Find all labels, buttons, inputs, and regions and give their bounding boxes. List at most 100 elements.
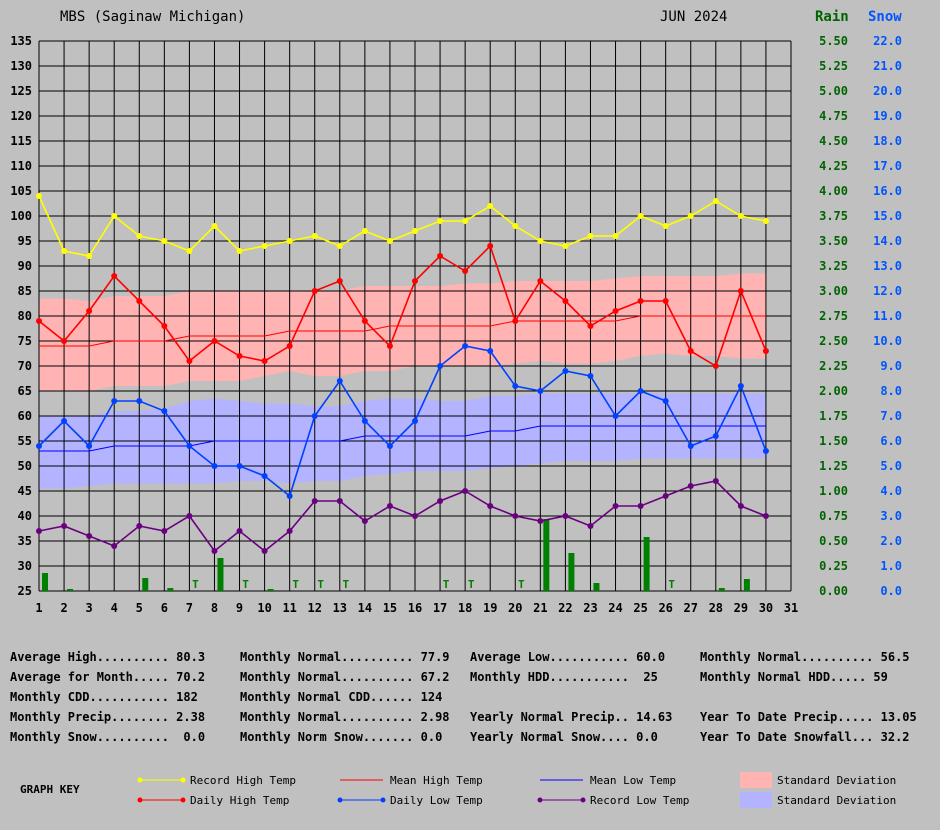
rain-tick-label: 4.25 xyxy=(819,159,848,173)
stat-cell: Monthly Normal.......... 67.2 xyxy=(240,670,450,684)
precip-bar xyxy=(217,558,224,591)
rain-tick-label: 4.00 xyxy=(819,184,848,198)
y-tick-label: 85 xyxy=(18,284,32,298)
snow-tick-label: 12.0 xyxy=(873,284,902,298)
series-point-record_low xyxy=(186,513,193,519)
series-point-record_low xyxy=(236,528,243,534)
series-point-record_low xyxy=(462,488,469,494)
rain-tick-label: 3.75 xyxy=(819,209,848,223)
stat-cell: Monthly Norm Snow....... 0.0 xyxy=(240,730,443,744)
trace-mark: T xyxy=(468,578,475,591)
series-point-record_high xyxy=(136,233,143,239)
series-point-record_high xyxy=(437,218,444,224)
series-point-record_low xyxy=(361,518,368,524)
series-point-record_high xyxy=(36,193,42,199)
series-point-record_high xyxy=(412,228,418,234)
series-point-daily_low xyxy=(111,398,118,404)
series-point-daily_high xyxy=(86,308,93,314)
precip-bar xyxy=(643,537,650,591)
trace-mark: T xyxy=(443,578,450,591)
rain-tick-label: 5.25 xyxy=(819,59,848,73)
precip-bar xyxy=(543,519,550,591)
rain-tick-label: 3.50 xyxy=(819,234,848,248)
series-point-record_high xyxy=(487,203,494,209)
rain-tick-label: 1.75 xyxy=(819,409,848,423)
series-point-daily_high xyxy=(36,318,42,324)
series-point-record_low xyxy=(637,503,644,509)
series-point-record_high xyxy=(186,248,193,254)
series-point-daily_high xyxy=(412,278,418,284)
snow-tick-label: 15.0 xyxy=(873,209,902,223)
series-point-record_high xyxy=(86,253,93,259)
graph-key-title: GRAPH KEY xyxy=(20,783,80,796)
rain-tick-label: 1.25 xyxy=(819,459,848,473)
x-tick-label: 17 xyxy=(433,601,447,615)
climate-chart: 2530354045505560657075808590951001051101… xyxy=(10,34,902,615)
x-tick-label: 25 xyxy=(633,601,647,615)
trace-mark: T xyxy=(292,578,299,591)
trace-mark: T xyxy=(242,578,249,591)
y-tick-label: 105 xyxy=(10,184,32,198)
x-tick-label: 19 xyxy=(483,601,497,615)
series-point-record_low xyxy=(437,498,444,504)
series-point-record_low xyxy=(562,513,569,519)
series-point-record_low xyxy=(36,528,42,534)
series-point-daily_low xyxy=(186,443,193,449)
series-line-mean_low xyxy=(39,425,766,452)
series-point-record_high xyxy=(286,238,293,244)
snow-tick-label: 2.0 xyxy=(880,534,902,548)
stat-cell: Average for Month..... 70.2 xyxy=(10,670,206,684)
series-point-daily_low xyxy=(462,343,469,349)
series-point-daily_high xyxy=(136,298,143,304)
series-point-daily_high xyxy=(612,308,619,314)
snow-tick-label: 20.0 xyxy=(873,84,902,98)
series-point-daily_low xyxy=(587,373,594,379)
series-point-daily_high xyxy=(311,288,318,294)
chart-grid xyxy=(38,40,792,592)
series-point-record_high xyxy=(361,228,368,234)
series-point-daily_high xyxy=(637,298,644,304)
series-point-daily_low xyxy=(762,448,769,454)
y-tick-label: 75 xyxy=(18,334,32,348)
trace-mark: T xyxy=(192,578,199,591)
series-point-record_low xyxy=(386,503,393,509)
series-point-daily_low xyxy=(562,368,569,374)
y-tick-label: 115 xyxy=(10,134,32,148)
series-point-record_low xyxy=(662,493,669,499)
series-point-daily_high xyxy=(537,278,544,284)
y-tick-label: 120 xyxy=(10,109,32,123)
series-point-daily_low xyxy=(36,443,42,449)
y-tick-label: 125 xyxy=(10,84,32,98)
key-std-low-swatch xyxy=(740,792,772,808)
series-point-daily_high xyxy=(562,298,569,304)
trace-mark: T xyxy=(668,578,675,591)
series-point-daily_low xyxy=(637,388,644,394)
key-std-low-label: Standard Deviation xyxy=(777,794,897,807)
series-point-daily_high xyxy=(386,343,393,349)
precip-bar xyxy=(718,588,725,591)
stat-cell: Year To Date Snowfall... 32.2 xyxy=(700,730,910,744)
x-tick-label: 6 xyxy=(161,601,168,615)
y-tick-label: 70 xyxy=(18,359,32,373)
series-line-daily_low xyxy=(38,345,767,498)
series-point-record_high xyxy=(687,213,694,219)
series-point-daily_high xyxy=(236,353,243,359)
series-point-record_high xyxy=(612,233,619,239)
series-point-daily_high xyxy=(512,318,519,324)
rain-tick-label: 5.00 xyxy=(819,84,848,98)
y-tick-label: 50 xyxy=(18,459,32,473)
key-record-low-label: Record Low Temp xyxy=(590,794,690,807)
series-point-daily_high xyxy=(336,278,343,284)
snow-tick-label: 9.0 xyxy=(880,359,902,373)
series-point-daily_high xyxy=(737,288,744,294)
stat-cell: Monthly HDD........... 25 xyxy=(470,670,658,684)
stat-cell: Year To Date Precip..... 13.05 xyxy=(700,710,917,724)
series-point-record_high xyxy=(737,213,744,219)
series-point-record_high xyxy=(111,213,118,219)
period-label: JUN 2024 xyxy=(660,9,728,25)
x-tick-label: 27 xyxy=(684,601,698,615)
snow-tick-label: 14.0 xyxy=(873,234,902,248)
y-tick-label: 130 xyxy=(10,59,32,73)
rain-tick-label: 0.50 xyxy=(819,534,848,548)
series-point-daily_high xyxy=(186,358,193,364)
